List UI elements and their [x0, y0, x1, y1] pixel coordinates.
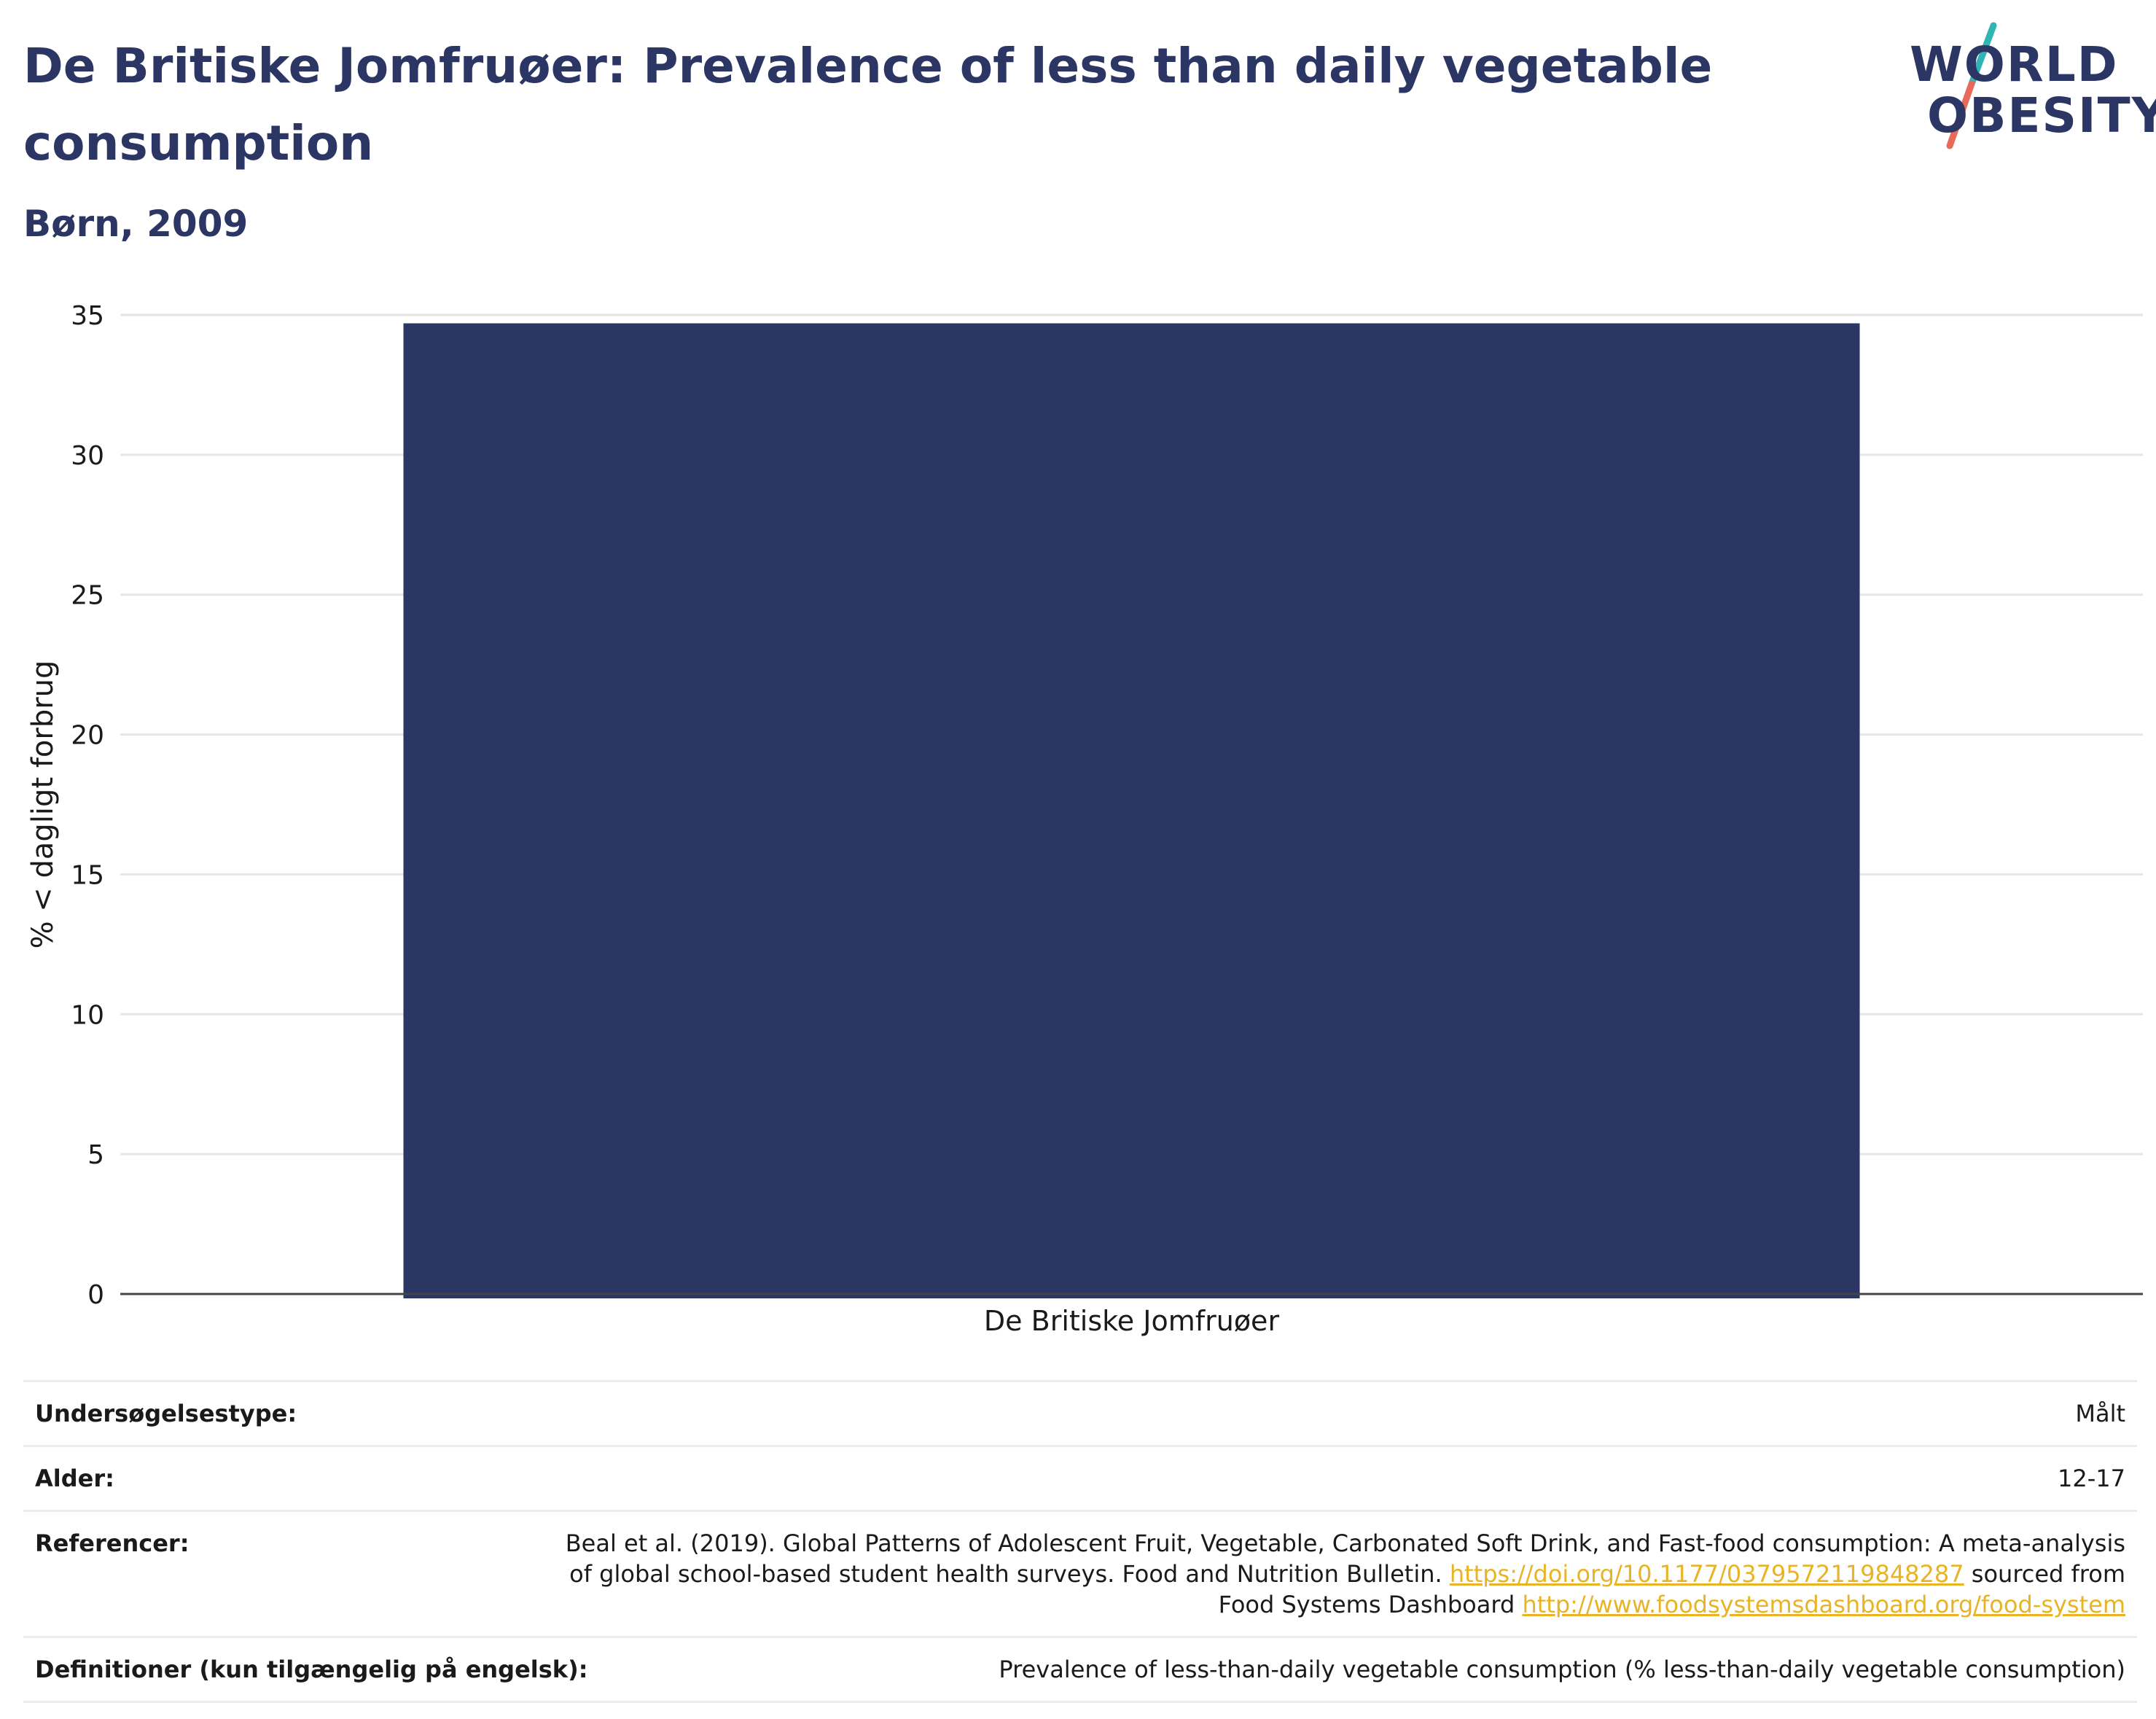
- logo-slash-icon: [1946, 22, 1997, 149]
- y-tick-label: 15: [71, 860, 104, 890]
- meta-row-references: Referencer: Beal et al. (2019). Global P…: [23, 1510, 2137, 1636]
- y-tick-label: 0: [87, 1280, 104, 1310]
- metadata-table: Undersøgelsestype: Målt Alder: 12-17 Ref…: [23, 1380, 2137, 1703]
- age-value: 12-17: [2058, 1465, 2125, 1492]
- bar-chart: 0 5 10 15 20 25 30 35 De Britiske Jomfruøer % < d…: [26, 301, 2143, 1337]
- meta-row-definitions: Definitioner (kun tilgængelig på engelsk…: [23, 1636, 2137, 1703]
- x-tick-label: De Britiske Jomfruøer: [984, 1305, 1280, 1337]
- logo-word-obesity: OBESITY: [1927, 87, 2156, 144]
- age-label: Alder:: [35, 1465, 114, 1492]
- page-title: De Britiske Jomfruøer: Prevalence of les…: [23, 38, 1713, 171]
- definitions-label: Definitioner (kun tilgængelig på engelsk…: [35, 1656, 588, 1683]
- y-tick-label: 10: [71, 1000, 104, 1030]
- food-systems-link[interactable]: http://www.foodsystemsdashboard.org/food…: [1522, 1591, 2125, 1618]
- y-tick-label: 25: [71, 581, 104, 611]
- y-tick-label: 30: [71, 441, 104, 471]
- meta-row-survey-type: Undersøgelsestype: Målt: [23, 1380, 2137, 1445]
- logo-word-world: WORLD: [1910, 36, 2119, 93]
- y-tick-label: 35: [71, 301, 104, 331]
- y-axis-label: % < dagligt forbrug: [26, 660, 60, 949]
- definitions-value: Prevalence of less-than-daily vegetable …: [999, 1656, 2125, 1683]
- survey-type-label: Undersøgelsestype:: [35, 1400, 297, 1427]
- y-tick-label: 5: [87, 1140, 104, 1170]
- page-subtitle: Børn, 2009: [23, 203, 249, 245]
- doi-link[interactable]: https://doi.org/10.1177/0379572119848287: [1449, 1560, 1964, 1588]
- meta-row-age: Alder: 12-17: [23, 1445, 2137, 1510]
- survey-type-value: Målt: [2075, 1400, 2125, 1427]
- references-text-2: sourced from Food Systems Dashboard: [1218, 1560, 2125, 1618]
- bar: [403, 323, 1860, 1298]
- references-label: Referencer:: [35, 1529, 190, 1557]
- y-tick-label: 20: [71, 721, 104, 751]
- references-text-1: Beal et al. (2019). Global Patterns of A…: [565, 1529, 2125, 1588]
- world-obesity-logo: WORLD OBESITY: [1910, 22, 2156, 153]
- references-value: Beal et al. (2019). Global Patterns of A…: [558, 1528, 2125, 1620]
